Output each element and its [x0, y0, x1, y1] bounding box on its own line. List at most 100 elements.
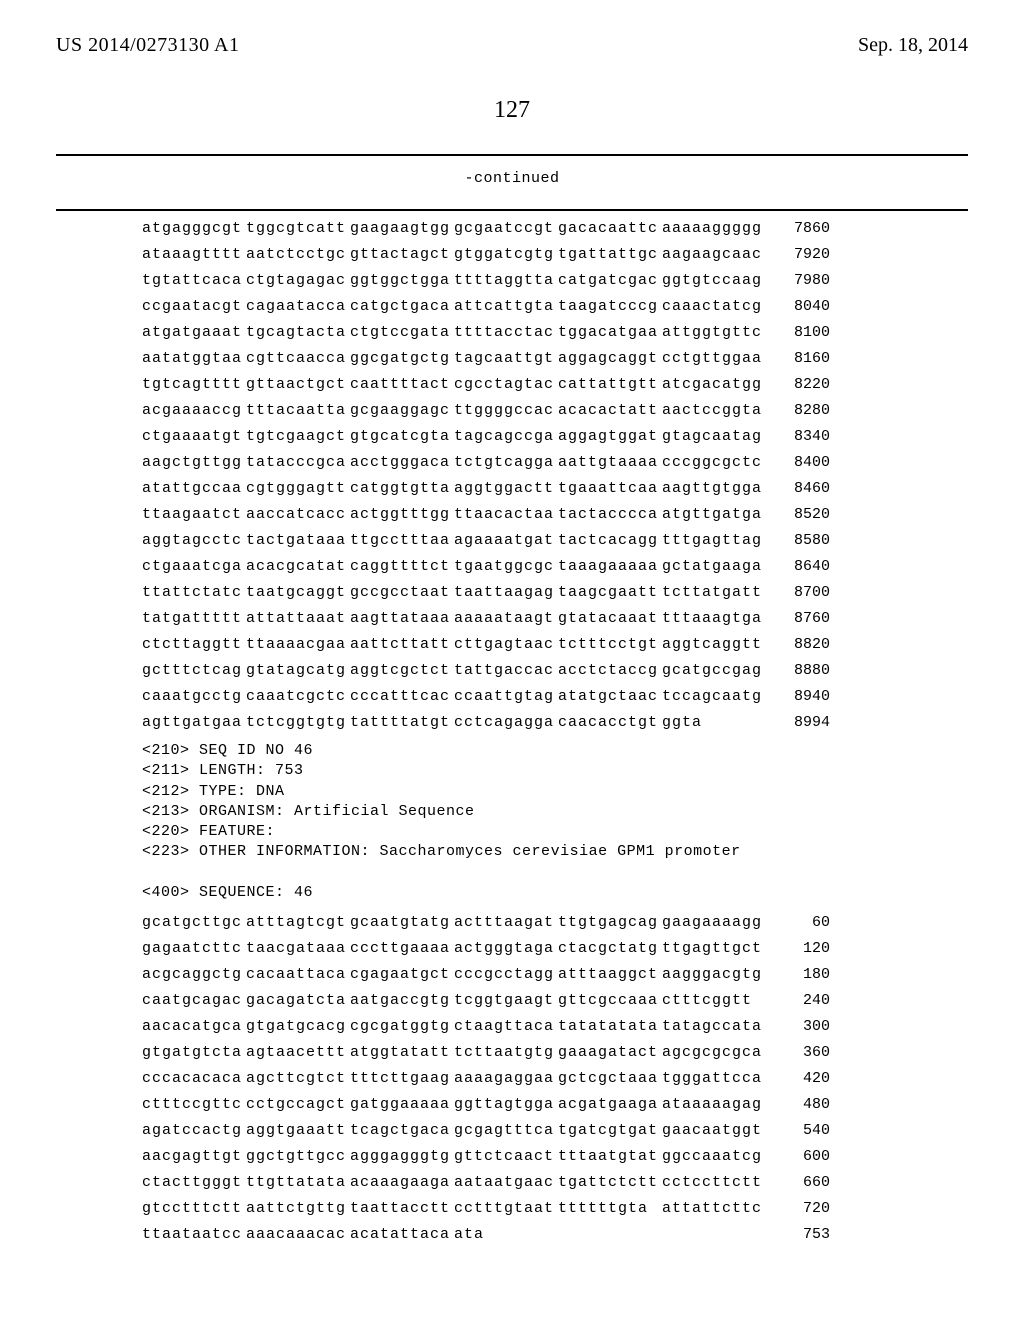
- page-number: 127: [56, 97, 968, 124]
- sequence-group: cacaattaca: [246, 967, 350, 982]
- sequence-group: tttaaagtga: [662, 611, 766, 626]
- sequence-group: ttgcctttaa: [350, 533, 454, 548]
- sequence-group: tactacccca: [558, 507, 662, 522]
- sequence-group: gtggatcgtg: [454, 247, 558, 262]
- sequence-position: 60: [770, 915, 830, 930]
- sequence-group: tagcaattgt: [454, 351, 558, 366]
- sequence-position: 8340: [770, 429, 830, 444]
- sequence-group: tgattattgc: [558, 247, 662, 262]
- sequence-line: ataaagttttaatctcctgcgttactagctgtggatcgtg…: [142, 247, 968, 262]
- sequence-group: acctgggaca: [350, 455, 454, 470]
- sequence-group: agtaacettt: [246, 1045, 350, 1060]
- sequence-position: 8280: [770, 403, 830, 418]
- sequence-line: aatatggtaacgttcaaccaggcgatgctgtagcaattgt…: [142, 351, 968, 366]
- sequence-group: aggagtggat: [558, 429, 662, 444]
- sequence-group: attggtgttc: [662, 325, 766, 340]
- sequence-group: gctttctcag: [142, 663, 246, 678]
- publication-number: US 2014/0273130 A1: [56, 34, 239, 57]
- sequence-group: cccatttcac: [350, 689, 454, 704]
- sequence-line: ccgaatacgtcagaataccacatgctgacaattcattgta…: [142, 299, 968, 314]
- sequence-group: taacgataaa: [246, 941, 350, 956]
- sequence-group: taatgcaggt: [246, 585, 350, 600]
- sequence-group: tgaatggcgc: [454, 559, 558, 574]
- sequence-group: ttaagaatct: [142, 507, 246, 522]
- sequence-group: catggtgtta: [350, 481, 454, 496]
- sequence-position: 8820: [770, 637, 830, 652]
- sequence-group: ggta: [662, 715, 766, 730]
- sequence-group: tcttaatgtg: [454, 1045, 558, 1060]
- sequence-group: cctccttctt: [662, 1175, 766, 1190]
- sequence-position: 600: [770, 1149, 830, 1164]
- sequence-position: 300: [770, 1019, 830, 1034]
- sequence-group: acatattaca: [350, 1227, 454, 1242]
- sequence-group: gctatgaaga: [662, 559, 766, 574]
- sequence-group: ctgaaatcga: [142, 559, 246, 574]
- sequence-line: tatgatttttattattaaataagttataaaaaaaataagt…: [142, 611, 968, 626]
- sequence-group: atttaaggct: [558, 967, 662, 982]
- sequence-group: tttacaatta: [246, 403, 350, 418]
- sequence-group: acacactatt: [558, 403, 662, 418]
- sequence-position: 720: [770, 1201, 830, 1216]
- sequence-group: caaactatcg: [662, 299, 766, 314]
- sequence-group: cccacacaca: [142, 1071, 246, 1086]
- sequence-line: ctacttgggtttgttatataacaaagaagaaataatgaac…: [142, 1175, 968, 1190]
- sequence-group: atgatgaaat: [142, 325, 246, 340]
- sequence-group: ctacgctatg: [558, 941, 662, 956]
- sequence-group: aagttgtgga: [662, 481, 766, 496]
- sequence-line: aagctgttggtatacccgcaacctgggacatctgtcagga…: [142, 455, 968, 470]
- sequence-group: cctttgtaat: [454, 1201, 558, 1216]
- publication-date: Sep. 18, 2014: [858, 34, 968, 57]
- sequence-group: tattgaccac: [454, 663, 558, 678]
- sequence-group: acacgcatat: [246, 559, 350, 574]
- sequence-group: attattcttc: [662, 1201, 766, 1216]
- sequence-group: gctcgctaaa: [558, 1071, 662, 1086]
- sequence-group: cagaatacca: [246, 299, 350, 314]
- sequence-group: cgagaatgct: [350, 967, 454, 982]
- sequence-group: aagctgttgg: [142, 455, 246, 470]
- sequence-position: 8400: [770, 455, 830, 470]
- sequence-group: agcgcgcgca: [662, 1045, 766, 1060]
- sequence-group: ctaagttaca: [454, 1019, 558, 1034]
- sequence-group: ctgaaaatgt: [142, 429, 246, 444]
- sequence-line: gctttctcaggtatagcatgaggtcgctcttattgaccac…: [142, 663, 968, 678]
- sequence-group: gccgcctaat: [350, 585, 454, 600]
- sequence-group: gtatagcatg: [246, 663, 350, 678]
- page: US 2014/0273130 A1 Sep. 18, 2014 127 -co…: [0, 0, 1024, 1320]
- sequence-group: ttttttgta: [558, 1201, 662, 1216]
- sequence-group: aggtcgctct: [350, 663, 454, 678]
- sequence-group: gaagaagtgg: [350, 221, 454, 236]
- sequence-group: atttagtcgt: [246, 915, 350, 930]
- sequence-group: ttaacactaa: [454, 507, 558, 522]
- sequence-group: gttctcaact: [454, 1149, 558, 1164]
- sequence-group: ttaaaacgaa: [246, 637, 350, 652]
- sequence-line: caaatgcctgcaaatcgctccccatttcacccaattgtag…: [142, 689, 968, 704]
- sequence-group: tttgagttag: [662, 533, 766, 548]
- sequence-group: agcttcgtct: [246, 1071, 350, 1086]
- sequence-group: tatgattttt: [142, 611, 246, 626]
- sequence-group: taagcgaatt: [558, 585, 662, 600]
- sequence-position: 8160: [770, 351, 830, 366]
- sequence-group: atcgacatgg: [662, 377, 766, 392]
- sequence-line: tgtattcacactgtagagacggtggctggattttaggtta…: [142, 273, 968, 288]
- sequence-line: ttaagaatctaaccatcaccactggtttggttaacactaa…: [142, 507, 968, 522]
- sequence-group: aaaaataagt: [454, 611, 558, 626]
- sequence-line: acgcaggctgcacaattacacgagaatgctcccgcctagg…: [142, 967, 968, 982]
- sequence-position: 8940: [770, 689, 830, 704]
- sequence-group: aaacaaacac: [246, 1227, 350, 1242]
- sequence-group: catgatcgac: [558, 273, 662, 288]
- sequence-group: attattaaat: [246, 611, 350, 626]
- sequence-group: gagaatcttc: [142, 941, 246, 956]
- sequence-group: tatacccgca: [246, 455, 350, 470]
- sequence-position: 120: [770, 941, 830, 956]
- sequence-group: cattattgtt: [558, 377, 662, 392]
- sequence-group: ggccaaatcg: [662, 1149, 766, 1164]
- sequence-line: ctgaaatcgaacacgcatatcaggttttcttgaatggcgc…: [142, 559, 968, 574]
- sequence-line: ttattctatctaatgcaggtgccgcctaattaattaagag…: [142, 585, 968, 600]
- sequence-group: ttggggccac: [454, 403, 558, 418]
- sequence-group: gcaatgtatg: [350, 915, 454, 930]
- sequence-group: cgtgggagtt: [246, 481, 350, 496]
- sequence-group: aaaaaggggg: [662, 221, 766, 236]
- sequence-group: aagggacgtg: [662, 967, 766, 982]
- sequence-line: ttaataatccaaacaaacacacatattacaata753: [142, 1227, 968, 1242]
- sequence-group: ccaattgtag: [454, 689, 558, 704]
